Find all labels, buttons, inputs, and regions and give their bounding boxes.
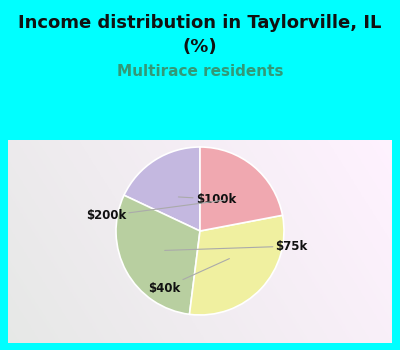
Text: (%): (%)	[183, 38, 217, 56]
Wedge shape	[116, 195, 200, 314]
Text: Multirace residents: Multirace residents	[117, 64, 283, 79]
Text: $100k: $100k	[178, 193, 236, 205]
Wedge shape	[190, 215, 284, 315]
Text: Income distribution in Taylorville, IL: Income distribution in Taylorville, IL	[18, 14, 382, 32]
Wedge shape	[200, 147, 282, 231]
Text: $200k: $200k	[86, 200, 226, 222]
Text: $40k: $40k	[148, 259, 229, 295]
Wedge shape	[124, 147, 200, 231]
Text: $75k: $75k	[165, 240, 308, 253]
